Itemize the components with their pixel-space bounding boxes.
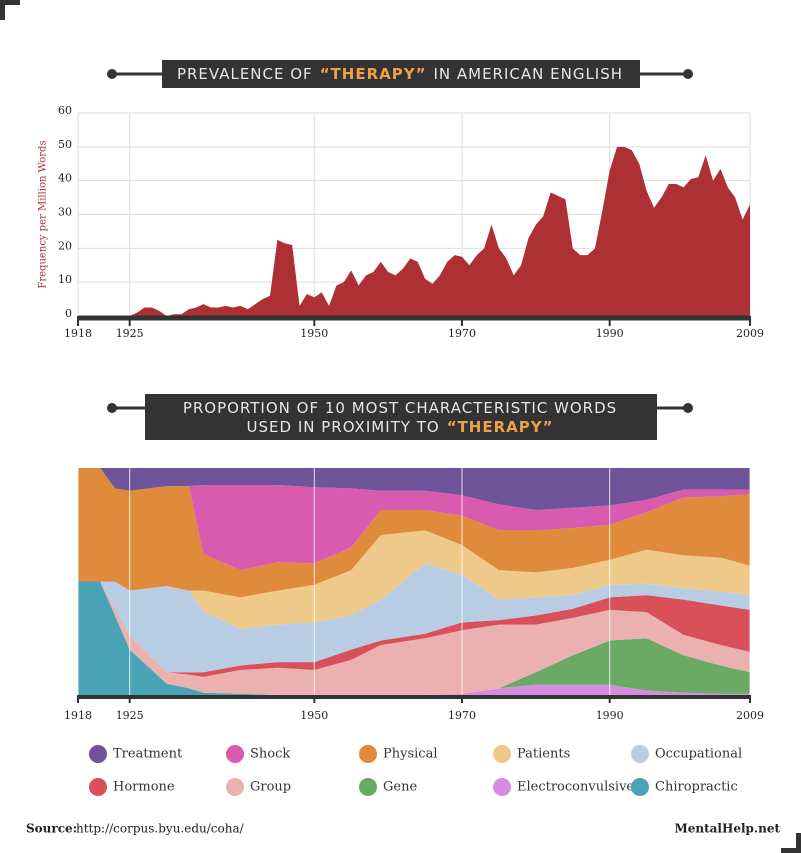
x-tick-label: 1970 bbox=[448, 327, 476, 340]
legend-swatch bbox=[631, 778, 649, 796]
legend-swatch bbox=[89, 778, 107, 796]
x-tick-label: 1925 bbox=[116, 709, 144, 722]
legend-label: Group bbox=[250, 780, 291, 795]
stacked-area bbox=[78, 530, 750, 630]
stacked-area bbox=[78, 468, 750, 510]
y-tick-label: 20 bbox=[58, 239, 72, 252]
legend-label: Occupational bbox=[655, 747, 742, 762]
title-part: IN AMERICAN ENGLISH bbox=[433, 65, 623, 83]
x-tick-label: 1990 bbox=[596, 327, 624, 340]
banner-title: USED IN PROXIMITY TO “THERAPY” bbox=[247, 418, 554, 436]
legend-swatch bbox=[631, 745, 649, 763]
legend-swatch bbox=[359, 745, 377, 763]
y-tick-label: 50 bbox=[58, 138, 72, 151]
x-tick-label: 1950 bbox=[300, 709, 328, 722]
stacked-area bbox=[78, 581, 750, 695]
x-tick-label: 1925 bbox=[116, 327, 144, 340]
x-tick-label: 1990 bbox=[596, 709, 624, 722]
y-tick-label: 60 bbox=[58, 104, 72, 117]
title-part: “THERAPY” bbox=[320, 65, 427, 83]
y-tick-label: 40 bbox=[58, 172, 72, 185]
legend-label: Electroconvulsive bbox=[517, 780, 634, 795]
stacked-area bbox=[78, 563, 750, 673]
legend-swatch bbox=[89, 745, 107, 763]
source-label: Source: bbox=[26, 822, 77, 836]
legend-label: Patients bbox=[517, 747, 570, 762]
x-tick-label: 2009 bbox=[736, 327, 764, 340]
legend-label: Treatment bbox=[113, 747, 183, 762]
brand: MentalHelp.net bbox=[674, 822, 780, 836]
legend-label: Physical bbox=[383, 747, 437, 762]
banner-box bbox=[162, 60, 640, 88]
y-tick-label: 10 bbox=[58, 273, 72, 286]
legend-swatch bbox=[226, 778, 244, 796]
area bbox=[129, 146, 750, 316]
legend-swatch bbox=[493, 778, 511, 796]
title-part: PROPORTION OF 10 MOST CHARACTERISTIC WOR… bbox=[183, 399, 617, 417]
x-tick-label: 1950 bbox=[300, 327, 328, 340]
stacked-area bbox=[78, 581, 750, 695]
corner-mark bbox=[781, 833, 801, 853]
title-part: PREVALENCE OF bbox=[177, 65, 313, 83]
title-part: USED IN PROXIMITY TO bbox=[247, 418, 440, 436]
legend-swatch bbox=[359, 778, 377, 796]
x-tick-label: 2009 bbox=[736, 709, 764, 722]
banner-dot bbox=[107, 69, 117, 79]
stacked-area bbox=[78, 468, 750, 598]
legend-label: Gene bbox=[383, 780, 417, 795]
banner-dot bbox=[683, 403, 693, 413]
x-tick-label: 1918 bbox=[64, 709, 92, 722]
banner-title: PREVALENCE OF “THERAPY” IN AMERICAN ENGLIS… bbox=[177, 65, 623, 83]
banner-dot bbox=[683, 69, 693, 79]
x-tick-label: 1970 bbox=[448, 709, 476, 722]
legend-label: Shock bbox=[250, 747, 290, 762]
banner-dot bbox=[107, 403, 117, 413]
y-tick-label: 30 bbox=[58, 206, 72, 219]
legend-label: Hormone bbox=[113, 780, 175, 795]
banner-title: PROPORTION OF 10 MOST CHARACTERISTIC WOR… bbox=[183, 399, 617, 417]
source-url: http://corpus.byu.edu/coha/ bbox=[76, 822, 245, 836]
stacked-area bbox=[78, 581, 750, 695]
corner-mark bbox=[0, 0, 20, 20]
legend-label: Chiropractic bbox=[655, 780, 738, 795]
x-tick-label: 1918 bbox=[64, 327, 92, 340]
banner-box bbox=[145, 394, 657, 440]
y-axis-label: Frequency per Million Words bbox=[38, 140, 49, 288]
legend-swatch bbox=[226, 745, 244, 763]
title-part: “THERAPY” bbox=[447, 418, 554, 436]
legend-swatch bbox=[493, 745, 511, 763]
y-tick-label: 0 bbox=[65, 307, 72, 320]
stacked-area bbox=[78, 468, 750, 571]
